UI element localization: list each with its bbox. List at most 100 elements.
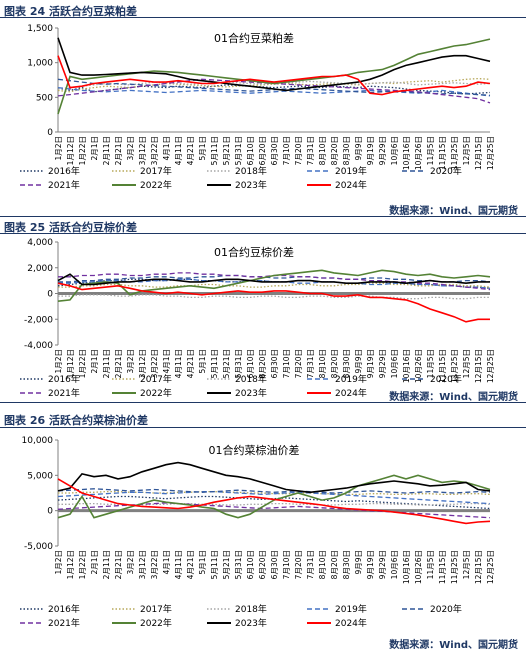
x-tick-label: 7月10日 [282,349,291,378]
legend-label-2023年: 2023年 [235,179,267,191]
y-tick-label: 0 [47,507,53,517]
x-tick-label: 4月11日 [174,136,183,165]
figure-26-title-rule [0,427,526,428]
legend-label-2023年: 2023年 [235,617,267,629]
x-tick-label: 10月16日 [402,136,411,170]
legend-label-2017年: 2017年 [140,373,172,385]
figure-24-title-rule [0,17,526,18]
chart-title: 01合约豆棕价差 [214,245,294,259]
series-line-2018年 [57,80,491,90]
x-tick-label: 5月11日 [210,550,219,579]
x-tick-label: 9月29日 [378,136,387,165]
figure-25-title: 图表 25 活跃合约豆棕价差 [4,221,137,234]
x-tick-label: 4月21日 [186,136,195,165]
x-tick-label: 11月5日 [426,349,435,378]
legend-label-2020年: 2020年 [430,165,462,177]
legend-label-2017年: 2017年 [140,603,172,615]
x-tick-label: 11月5日 [426,136,435,165]
x-tick-label: 5月21日 [222,349,231,378]
x-tick-label: 1月22日 [78,136,87,165]
legend-label-2017年: 2017年 [140,165,172,177]
x-tick-label: 6月20日 [258,136,267,165]
x-tick-label: 3月12日 [138,550,147,579]
x-tick-label: 2月11日 [102,550,111,579]
x-tick-label: 5月31日 [234,349,243,378]
figure-25-source: 数据来源：Wind、国元期货 [389,392,518,403]
x-tick-label: 12月15日 [474,349,483,383]
x-tick-label: 11月15日 [438,136,447,170]
legend-label-2020年: 2020年 [430,373,462,385]
x-tick-label: 4月1日 [162,349,171,374]
x-tick-label: 1月12日 [66,550,75,579]
series-line-2018年 [58,294,490,300]
x-tick-label: 6月30日 [270,349,279,378]
x-tick-label: 7月10日 [282,550,291,579]
figure-25-source-rule [0,402,526,403]
x-tick-label: 1月12日 [66,349,75,378]
legend-label-2021年: 2021年 [48,387,80,399]
x-tick-label: 3月22日 [150,550,159,579]
legend-label-2021年: 2021年 [48,617,80,629]
x-tick-label: 3月2日 [126,136,135,161]
x-tick-label: 9月9日 [354,349,363,374]
x-tick-label: 8月20日 [330,136,339,165]
x-tick-label: 6月30日 [270,136,279,165]
x-tick-label: 7月20日 [294,550,303,579]
chart-soy-palm-spread: -4,000 -2,000 0 2,000 4,000 01合约豆棕价差 1月2日 1月12日… [0,234,526,420]
legend-label-2019年: 2019年 [335,603,367,615]
y-tick-label: -2,000 [24,315,53,325]
legend-label-2023年: 2023年 [235,387,267,399]
y-tick-label: 2,000 [27,264,53,274]
legend-label-2018年: 2018年 [235,165,267,177]
x-tick-label: 7月20日 [294,349,303,378]
x-tick-label: 5月31日 [234,550,243,579]
x-tick-label: 4月21日 [186,349,195,378]
x-tick-label: 5月31日 [234,136,243,165]
series-line-2022年 [57,269,491,302]
x-tick-label: 10月16日 [402,349,411,383]
x-tick-label: 3月12日 [138,136,147,165]
x-tick-label: 7月31日 [306,550,315,579]
chart-rapeseed-palm-oil-spread: -5,000 0 5,000 10,000 01合约菜棕油价差 1月2日 1月12日 1月22… [0,428,526,634]
chart-title: 01合约豆菜粕差 [214,31,294,45]
x-tick-label: 4月11日 [174,349,183,378]
series-line-2020年 [58,274,491,283]
x-tick-label: 7月31日 [306,349,315,378]
x-tick-label: 9月19日 [366,136,375,165]
y-tick-label: 4,000 [27,238,53,248]
figure-24-source-rule [0,216,526,217]
x-tick-label: 6月20日 [258,550,267,579]
series-line-2016年 [57,495,491,510]
x-tick-label: 8月30日 [342,349,351,378]
x-tick-label: 11月25日 [450,349,459,383]
x-tick-label: 10月26日 [414,136,423,170]
x-tick-label: 5月11日 [210,349,219,378]
x-tick-label: 5月21日 [222,136,231,165]
y-tick-label: 1,500 [27,24,53,34]
x-tick-label: 10月26日 [414,550,423,584]
x-tick-label: 10月26日 [414,349,423,383]
x-tick-label: 1月2日 [54,550,63,575]
series-line-2019年 [57,490,491,505]
x-tick-label: 1月2日 [54,136,63,161]
x-tick-label: 2月21日 [114,550,123,579]
x-tick-label: 8月20日 [330,550,339,579]
x-tick-label: 6月10日 [246,136,255,165]
y-tick-label: 10,000 [22,436,54,446]
x-tick-label: 11月5日 [426,550,435,579]
series-line-2024年 [57,282,490,323]
x-tick-label: 1月22日 [78,349,87,378]
x-tick-label: 1月12日 [66,136,75,165]
legend-label-2019年: 2019年 [335,165,367,177]
series-line-2022年 [57,38,491,115]
legend-label-2018年: 2018年 [235,603,267,615]
x-tick-label: 11月25日 [450,136,459,170]
x-tick-label: 7月20日 [294,136,303,165]
legend-label-2016年: 2016年 [48,603,80,615]
x-tick-label: 12月5日 [462,349,471,378]
series-line-2023年 [57,273,490,286]
x-tick-label: 7月31日 [306,136,315,165]
x-tick-label: 8月10日 [318,550,327,579]
x-tick-label: 12月25日 [486,550,495,584]
series-line-2020年 [57,488,491,494]
